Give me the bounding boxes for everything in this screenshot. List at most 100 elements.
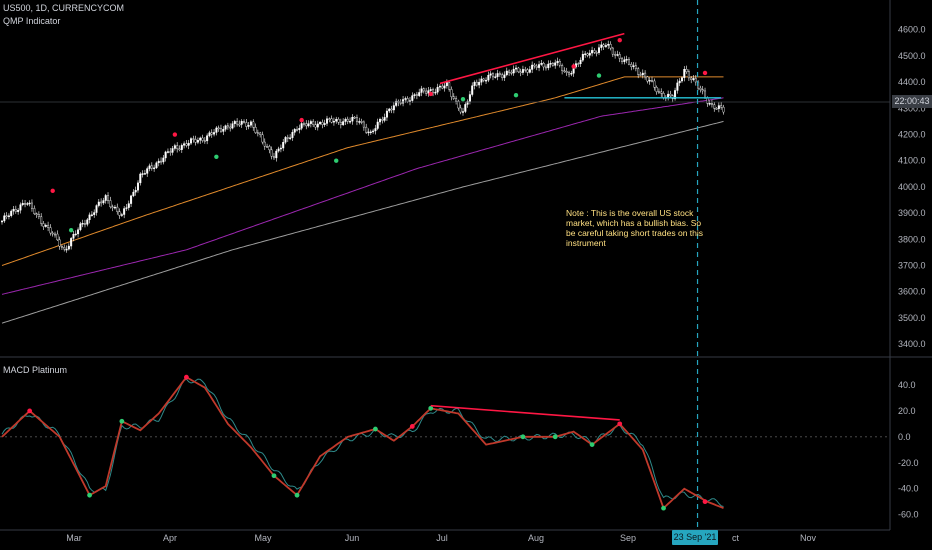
macd-dot-green [87,492,92,498]
candle-body [102,200,105,204]
candle-body [305,123,308,127]
price-tick-label: 3500.0 [898,313,926,323]
candle-body [229,126,232,129]
candle-body [526,69,529,73]
macd-dot-red [27,408,33,414]
candle-body [266,146,269,148]
candle-body [245,122,248,127]
candle-body [558,61,561,66]
price-tick-label: 4200.0 [898,130,926,140]
macd-dot-red [409,424,415,429]
candle-body [233,121,236,124]
candle-body [353,116,356,119]
candle-body [5,215,8,217]
candle-body [429,89,432,91]
candle-body [496,73,499,77]
candle-body [708,103,711,105]
candle-body [627,59,630,65]
candle-body [118,211,121,216]
candle-body [47,224,50,228]
candle-body [217,127,220,130]
indicator-label-macd[interactable]: MACD Platinum [3,365,68,375]
candle-body [503,74,506,78]
candle-body [517,67,520,73]
candle-body [83,223,86,225]
candle-body [67,245,70,250]
candle-body [309,121,312,124]
candle-body [415,94,418,96]
candle-body [687,71,690,79]
candle-body [160,160,163,163]
candle-body [127,203,130,208]
signal-dot-red [50,188,55,194]
candle-body [374,128,377,132]
candle-body [26,203,29,205]
candle-body [296,129,299,131]
candle-body [519,71,522,74]
candle-body [616,54,619,56]
candle-body [634,65,637,69]
candle-body [155,162,158,169]
candle-body [717,105,720,109]
candle-body [326,118,329,124]
candle-body [618,54,621,59]
candle-body [247,125,250,127]
macd-dot-red [184,374,189,380]
candle-body [597,47,600,53]
candle-body [402,99,405,104]
candle-body [24,203,27,205]
candle-body [134,190,137,193]
candle-body [208,132,211,136]
candle-body [261,134,264,143]
candle-body [268,146,271,151]
candle-body [307,123,310,127]
price-tick-label: 3700.0 [898,261,926,271]
candle-body [438,85,441,88]
candle-body [10,210,13,216]
candle-body [339,122,342,126]
candle-body [72,233,75,239]
candle-body [203,140,206,142]
candle-body [259,132,262,135]
candle-body [243,121,246,123]
candle-body [35,213,38,215]
candle-body [577,63,580,65]
candle-body [70,238,73,247]
candle-body [183,143,186,146]
candle-body [355,117,358,122]
candle-body [164,151,167,159]
candle-body [427,90,430,94]
macd-tick-label: -20.0 [898,458,919,468]
candle-body [657,91,660,93]
candle-body [95,205,98,213]
macd-main-line [1,376,724,510]
candle-body [667,93,670,98]
drawings[interactable] [0,0,890,530]
candle-body [277,148,280,152]
candle-body [651,80,654,82]
candle-body [337,118,340,123]
signal-dot-green [460,96,466,102]
candle-body [632,65,635,67]
candle-body [56,233,59,241]
note-annotation[interactable]: Note : This is the overall US stock mark… [566,208,704,248]
candle-body [565,71,568,73]
candle-body [655,87,658,92]
candle-body [678,80,681,84]
signal-dot-red [172,132,178,137]
candle-body [107,195,110,201]
price-tick-label: 4100.0 [898,156,926,166]
candle-body [489,73,492,76]
candle-body [196,140,199,143]
indicator-label-qmp[interactable]: QMP Indicator [3,16,61,26]
candle-body [381,118,384,121]
candle-body [146,168,149,174]
candle-body [623,59,626,62]
symbol-title[interactable]: US500, 1D, CURRENCYCOM [3,3,125,13]
candle-body [692,78,695,80]
candle-body [611,47,614,55]
candle-body [263,141,266,147]
signal-dot-green [214,154,219,159]
